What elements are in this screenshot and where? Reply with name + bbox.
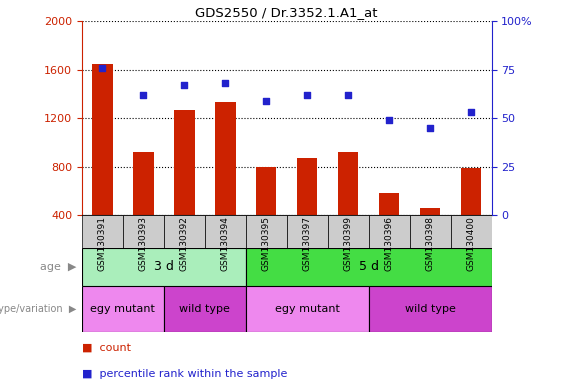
Bar — [123, 215, 164, 248]
Bar — [461, 168, 481, 215]
Text: GSM130395: GSM130395 — [262, 216, 271, 271]
Bar — [369, 215, 410, 248]
Bar — [246, 248, 492, 286]
Text: egy mutant: egy mutant — [90, 304, 155, 314]
Text: GSM130397: GSM130397 — [303, 216, 312, 271]
Text: genotype/variation  ▶: genotype/variation ▶ — [0, 304, 76, 314]
Bar — [328, 215, 369, 248]
Text: GSM130398: GSM130398 — [425, 216, 434, 271]
Title: GDS2550 / Dr.3352.1.A1_at: GDS2550 / Dr.3352.1.A1_at — [195, 5, 378, 18]
Bar — [164, 286, 246, 332]
Bar — [82, 286, 164, 332]
Bar — [246, 286, 369, 332]
Bar — [246, 215, 287, 248]
Bar — [205, 215, 246, 248]
Bar — [287, 215, 328, 248]
Bar — [379, 193, 399, 215]
Bar — [338, 152, 358, 215]
Bar — [133, 152, 154, 215]
Bar — [369, 286, 492, 332]
Text: 3 d: 3 d — [154, 260, 174, 273]
Point — [139, 92, 148, 98]
Point — [467, 109, 476, 115]
Text: GSM130396: GSM130396 — [385, 216, 394, 271]
Text: GSM130399: GSM130399 — [344, 216, 353, 271]
Bar — [410, 215, 451, 248]
Text: 5 d: 5 d — [359, 260, 379, 273]
Point — [425, 125, 434, 131]
Text: GSM130391: GSM130391 — [98, 216, 107, 271]
Bar — [451, 215, 492, 248]
Bar — [420, 208, 440, 215]
Bar — [82, 215, 123, 248]
Text: GSM130394: GSM130394 — [221, 216, 230, 271]
Bar — [82, 248, 246, 286]
Bar — [215, 102, 236, 215]
Point — [262, 98, 271, 104]
Text: ■  count: ■ count — [82, 343, 131, 353]
Point — [344, 92, 353, 98]
Bar — [297, 158, 318, 215]
Bar — [92, 63, 112, 215]
Text: wild type: wild type — [179, 304, 231, 314]
Text: wild type: wild type — [405, 304, 455, 314]
Text: GSM130393: GSM130393 — [139, 216, 148, 271]
Point — [385, 117, 394, 123]
Text: ■  percentile rank within the sample: ■ percentile rank within the sample — [82, 369, 287, 379]
Text: GSM130392: GSM130392 — [180, 216, 189, 271]
Bar — [256, 167, 276, 215]
Point — [303, 92, 312, 98]
Point — [180, 82, 189, 88]
Text: GSM130400: GSM130400 — [467, 216, 476, 271]
Bar — [174, 109, 194, 215]
Bar — [164, 215, 205, 248]
Point — [221, 80, 230, 86]
Point — [98, 65, 107, 71]
Text: egy mutant: egy mutant — [275, 304, 340, 314]
Text: age  ▶: age ▶ — [40, 262, 76, 272]
